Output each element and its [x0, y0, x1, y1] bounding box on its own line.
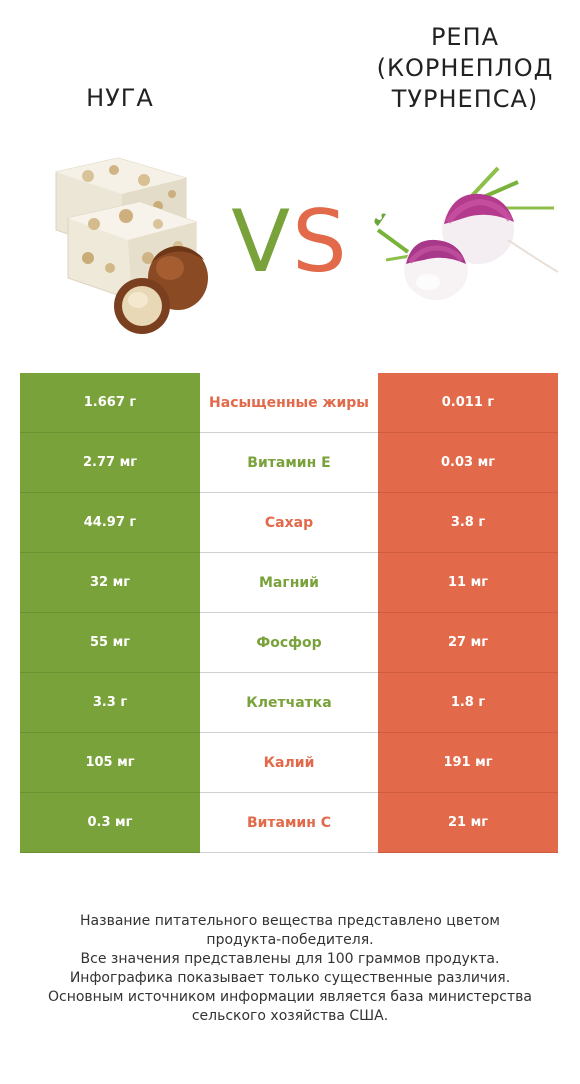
nutrient-name-cell: Калий [200, 733, 378, 793]
left-value-cell: 2.77 мг [20, 433, 200, 493]
right-value-cell: 21 мг [378, 793, 558, 853]
vs-v: V [231, 192, 293, 292]
table-row: 0.3 мг Витамин C 21 мг [20, 793, 558, 853]
footer-line: Инфографика показывает только существенн… [69, 970, 511, 986]
left-value-cell: 1.667 г [20, 373, 200, 433]
right-value-cell: 0.011 г [378, 373, 558, 433]
nutrient-name-cell: Магний [200, 553, 378, 613]
table-row: 32 мг Магний 11 мг [20, 553, 558, 613]
nutrient-name-cell: Витамин E [200, 433, 378, 493]
right-value-cell: 1.8 г [378, 673, 558, 733]
right-value-cell: 0.03 мг [378, 433, 558, 493]
footer-line: сельского хозяйства США. [191, 1008, 389, 1024]
right-title-line: (КОРНЕПЛОД [376, 54, 554, 82]
nutrient-name-cell: Фосфор [200, 613, 378, 673]
left-value-cell: 3.3 г [20, 673, 200, 733]
table-row: 44.97 г Сахар 3.8 г [20, 493, 558, 553]
vs-s: S [292, 192, 349, 292]
left-value-cell: 105 мг [20, 733, 200, 793]
nougat-image [55, 157, 208, 334]
footer-line: Все значения представлены для 100 граммо… [80, 951, 500, 967]
right-title-line: РЕПА [430, 23, 500, 51]
left-product-title: НУГА [86, 84, 154, 112]
left-value-cell: 0.3 мг [20, 793, 200, 853]
vs-label: VS [222, 192, 358, 292]
table-row: 105 мг Калий 191 мг [20, 733, 558, 793]
turnip-image [374, 166, 559, 300]
left-value-cell: 32 мг [20, 553, 200, 613]
right-product-title: РЕПА (КОРНЕПЛОД ТУРНЕПСА) [350, 22, 580, 115]
nutrient-name-cell: Клетчатка [200, 673, 378, 733]
right-value-cell: 3.8 г [378, 493, 558, 553]
footer-line: продукта-победителя. [206, 932, 374, 948]
left-value-cell: 44.97 г [20, 493, 200, 553]
table-row: 2.77 мг Витамин E 0.03 мг [20, 433, 558, 493]
table-row: 55 мг Фосфор 27 мг [20, 613, 558, 673]
right-value-cell: 27 мг [378, 613, 558, 673]
nutrient-table: 1.667 г Насыщенные жиры 0.011 г 2.77 мг Вита… [20, 373, 558, 853]
table-row: 1.667 г Насыщенные жиры 0.011 г [20, 373, 558, 433]
right-value-cell: 191 мг [378, 733, 558, 793]
right-value-cell: 11 мг [378, 553, 558, 613]
right-title-line: ТУРНЕПСА) [391, 85, 539, 113]
footer-line: Основным источником информации является … [48, 989, 532, 1005]
nutrient-name-cell: Витамин C [200, 793, 378, 853]
footer-note: Название питательного вещества представл… [20, 912, 560, 1026]
nutrient-name-cell: Насыщенные жиры [200, 373, 378, 433]
footer-line: Название питательного вещества представл… [80, 913, 500, 929]
table-row: 3.3 г Клетчатка 1.8 г [20, 673, 558, 733]
left-value-cell: 55 мг [20, 613, 200, 673]
nutrient-name-cell: Сахар [200, 493, 378, 553]
